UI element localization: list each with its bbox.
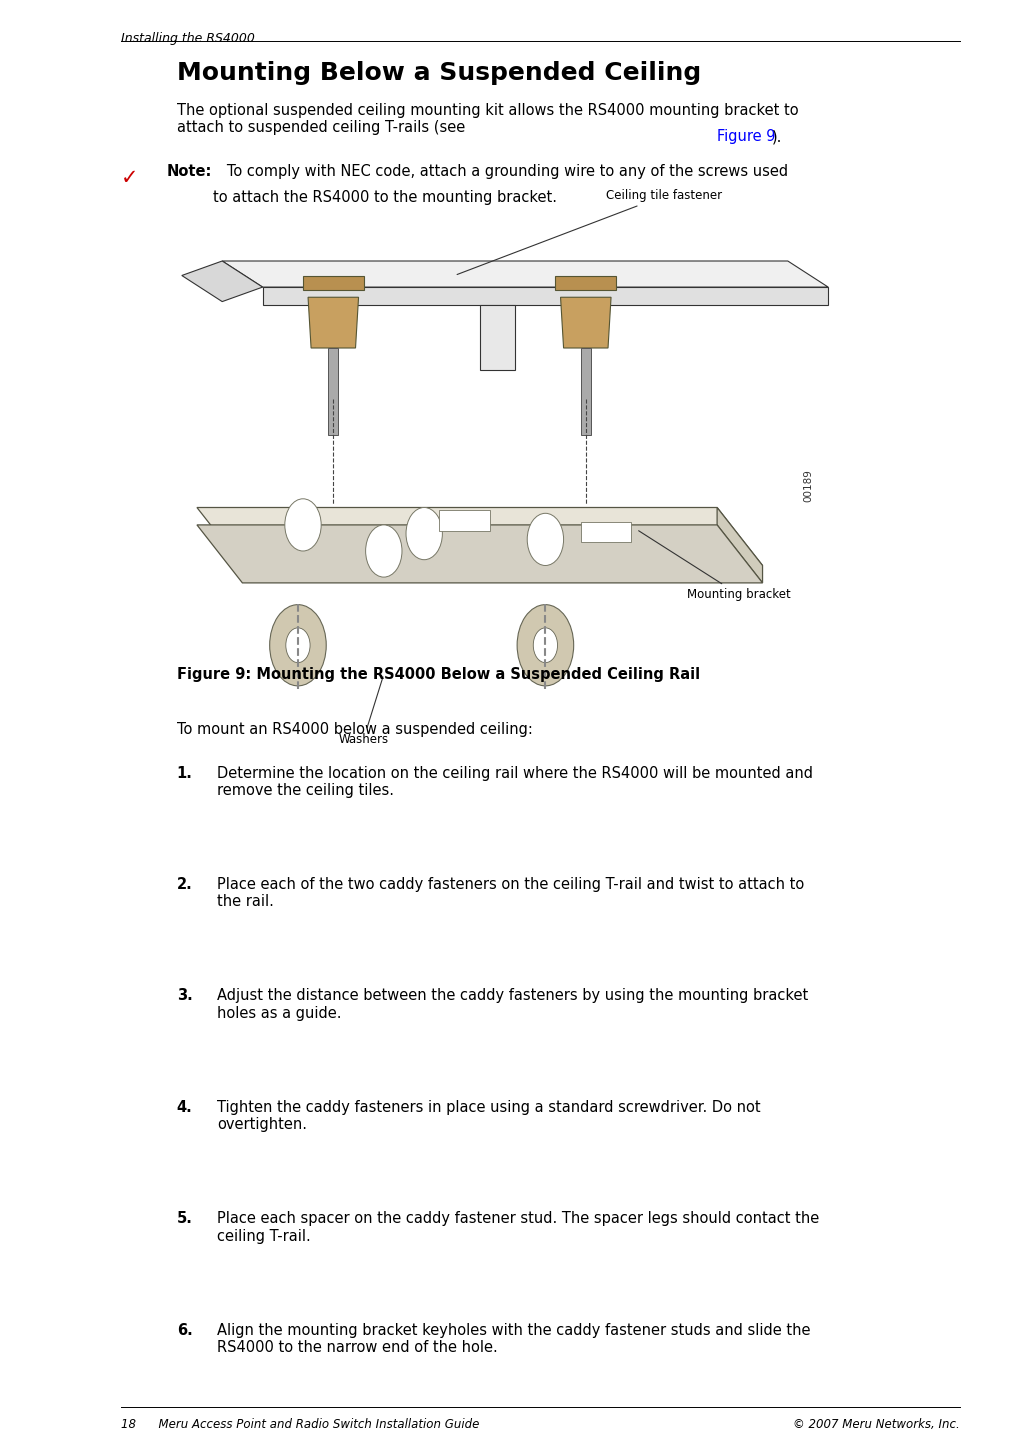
Text: Mounting Below a Suspended Ceiling: Mounting Below a Suspended Ceiling bbox=[177, 61, 701, 86]
Polygon shape bbox=[182, 261, 263, 302]
Text: 18      Meru Access Point and Radio Switch Installation Guide: 18 Meru Access Point and Radio Switch In… bbox=[121, 1418, 480, 1431]
Text: Figure 9: Figure 9 bbox=[717, 129, 776, 144]
Circle shape bbox=[285, 499, 321, 551]
Text: To comply with NEC code, attach a grounding wire to any of the screws used: To comply with NEC code, attach a ground… bbox=[213, 164, 788, 178]
Polygon shape bbox=[197, 507, 763, 566]
Polygon shape bbox=[717, 507, 763, 583]
Circle shape bbox=[270, 605, 326, 686]
Circle shape bbox=[406, 507, 442, 560]
Circle shape bbox=[366, 525, 402, 577]
Polygon shape bbox=[197, 525, 763, 583]
Text: 2.: 2. bbox=[177, 877, 193, 892]
Polygon shape bbox=[556, 276, 616, 290]
Text: Installing the RS4000: Installing the RS4000 bbox=[121, 32, 256, 45]
Text: ).: ). bbox=[772, 129, 782, 144]
Text: Figure 9: Mounting the RS4000 Below a Suspended Ceiling Rail: Figure 9: Mounting the RS4000 Below a Su… bbox=[177, 667, 700, 681]
Polygon shape bbox=[263, 287, 828, 304]
Text: Place each spacer on the caddy fastener stud. The spacer legs should contact the: Place each spacer on the caddy fastener … bbox=[217, 1211, 819, 1244]
Text: Align the mounting bracket keyholes with the caddy fastener studs and slide the
: Align the mounting bracket keyholes with… bbox=[217, 1322, 811, 1356]
Bar bbox=[581, 348, 591, 435]
Text: 3.: 3. bbox=[177, 989, 193, 1003]
Bar bbox=[581, 522, 631, 542]
Text: to attach the RS4000 to the mounting bracket.: to attach the RS4000 to the mounting bra… bbox=[213, 190, 558, 204]
Circle shape bbox=[533, 628, 558, 663]
Polygon shape bbox=[480, 304, 515, 370]
Text: Mounting bracket: Mounting bracket bbox=[638, 531, 791, 600]
Polygon shape bbox=[222, 261, 828, 287]
Polygon shape bbox=[561, 297, 611, 348]
Text: Place each of the two caddy fasteners on the ceiling T-rail and twist to attach : Place each of the two caddy fasteners on… bbox=[217, 877, 804, 909]
Text: 4.: 4. bbox=[177, 1101, 193, 1115]
Circle shape bbox=[527, 513, 564, 566]
Text: © 2007 Meru Networks, Inc.: © 2007 Meru Networks, Inc. bbox=[793, 1418, 960, 1431]
Text: Determine the location on the ceiling rail where the RS4000 will be mounted and
: Determine the location on the ceiling ra… bbox=[217, 766, 813, 798]
Bar bbox=[439, 510, 490, 531]
Text: Ceiling tile fastener: Ceiling tile fastener bbox=[458, 190, 722, 274]
Text: 00189: 00189 bbox=[803, 470, 813, 502]
Circle shape bbox=[286, 628, 310, 663]
Text: ✓: ✓ bbox=[121, 168, 138, 188]
Bar bbox=[328, 348, 338, 435]
Polygon shape bbox=[303, 276, 364, 290]
Text: Adjust the distance between the caddy fasteners by using the mounting bracket
ho: Adjust the distance between the caddy fa… bbox=[217, 989, 808, 1021]
Text: Washers: Washers bbox=[338, 677, 389, 745]
Text: 1.: 1. bbox=[177, 766, 193, 780]
Text: To mount an RS4000 below a suspended ceiling:: To mount an RS4000 below a suspended cei… bbox=[177, 722, 532, 737]
Text: Note:: Note: bbox=[167, 164, 212, 178]
Polygon shape bbox=[308, 297, 359, 348]
Text: 5.: 5. bbox=[177, 1211, 193, 1227]
Text: The optional suspended ceiling mounting kit allows the RS4000 mounting bracket t: The optional suspended ceiling mounting … bbox=[177, 103, 798, 135]
Circle shape bbox=[517, 605, 574, 686]
Text: Tighten the caddy fasteners in place using a standard screwdriver. Do not
overti: Tighten the caddy fasteners in place usi… bbox=[217, 1101, 761, 1132]
Text: 6.: 6. bbox=[177, 1322, 193, 1338]
